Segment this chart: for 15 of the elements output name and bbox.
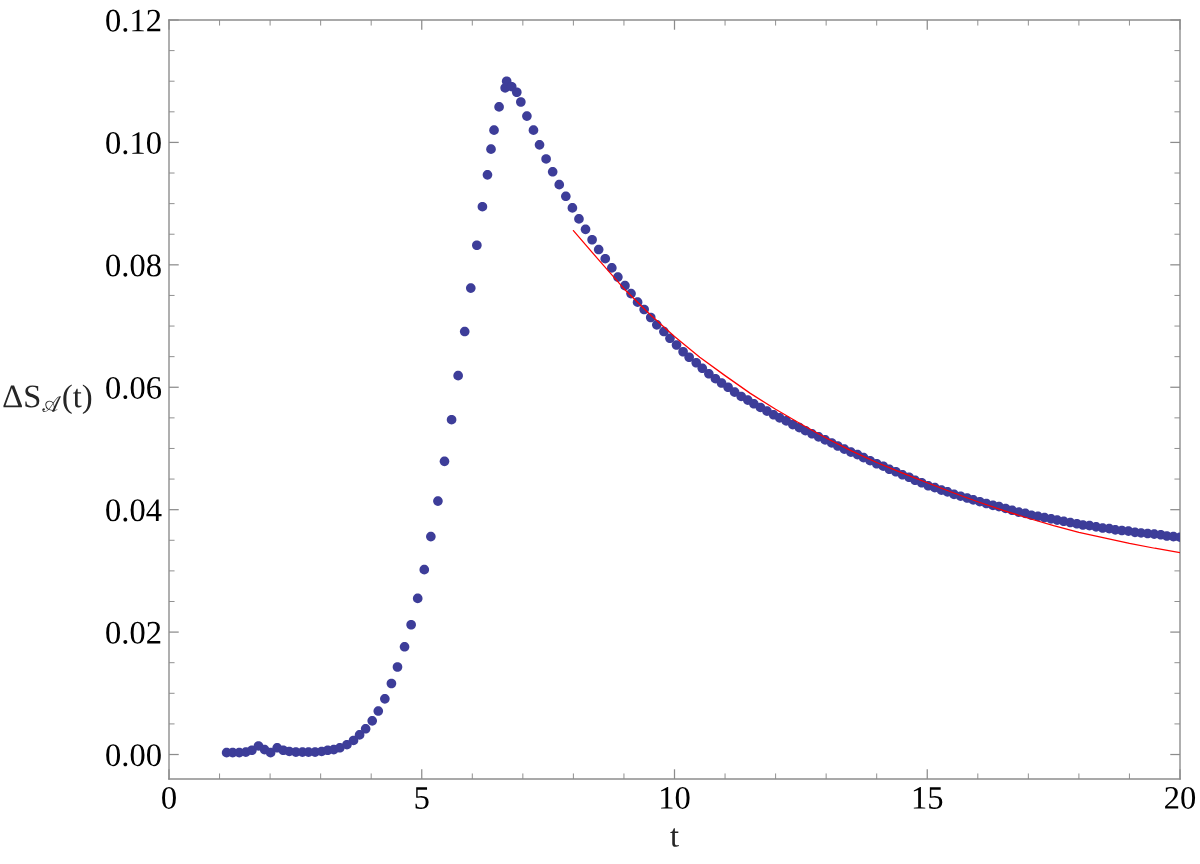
y-axis-title: ΔS$_{𝒜}$(t): [3, 384, 92, 415]
y-tick-label: 0.04: [106, 499, 162, 522]
x-tick-label: 10: [661, 786, 690, 809]
x-tick-label: 15: [913, 787, 943, 809]
y-tick-label: 0.08: [106, 254, 161, 277]
x-tick-label: 20: [1165, 786, 1196, 809]
y-tick-label: 0.00: [106, 744, 161, 767]
line-series: [572, 229, 1180, 554]
y-tick-label: 0.02: [106, 621, 161, 644]
y-tick-label: 0.12: [106, 9, 161, 32]
y-tick-label: 0.06: [106, 376, 162, 400]
x-axis-title: t: [670, 828, 679, 847]
y-tick-label: 0.10: [106, 132, 161, 155]
x-tick-label: 0: [162, 786, 176, 809]
x-tick-label: 5: [415, 787, 429, 809]
